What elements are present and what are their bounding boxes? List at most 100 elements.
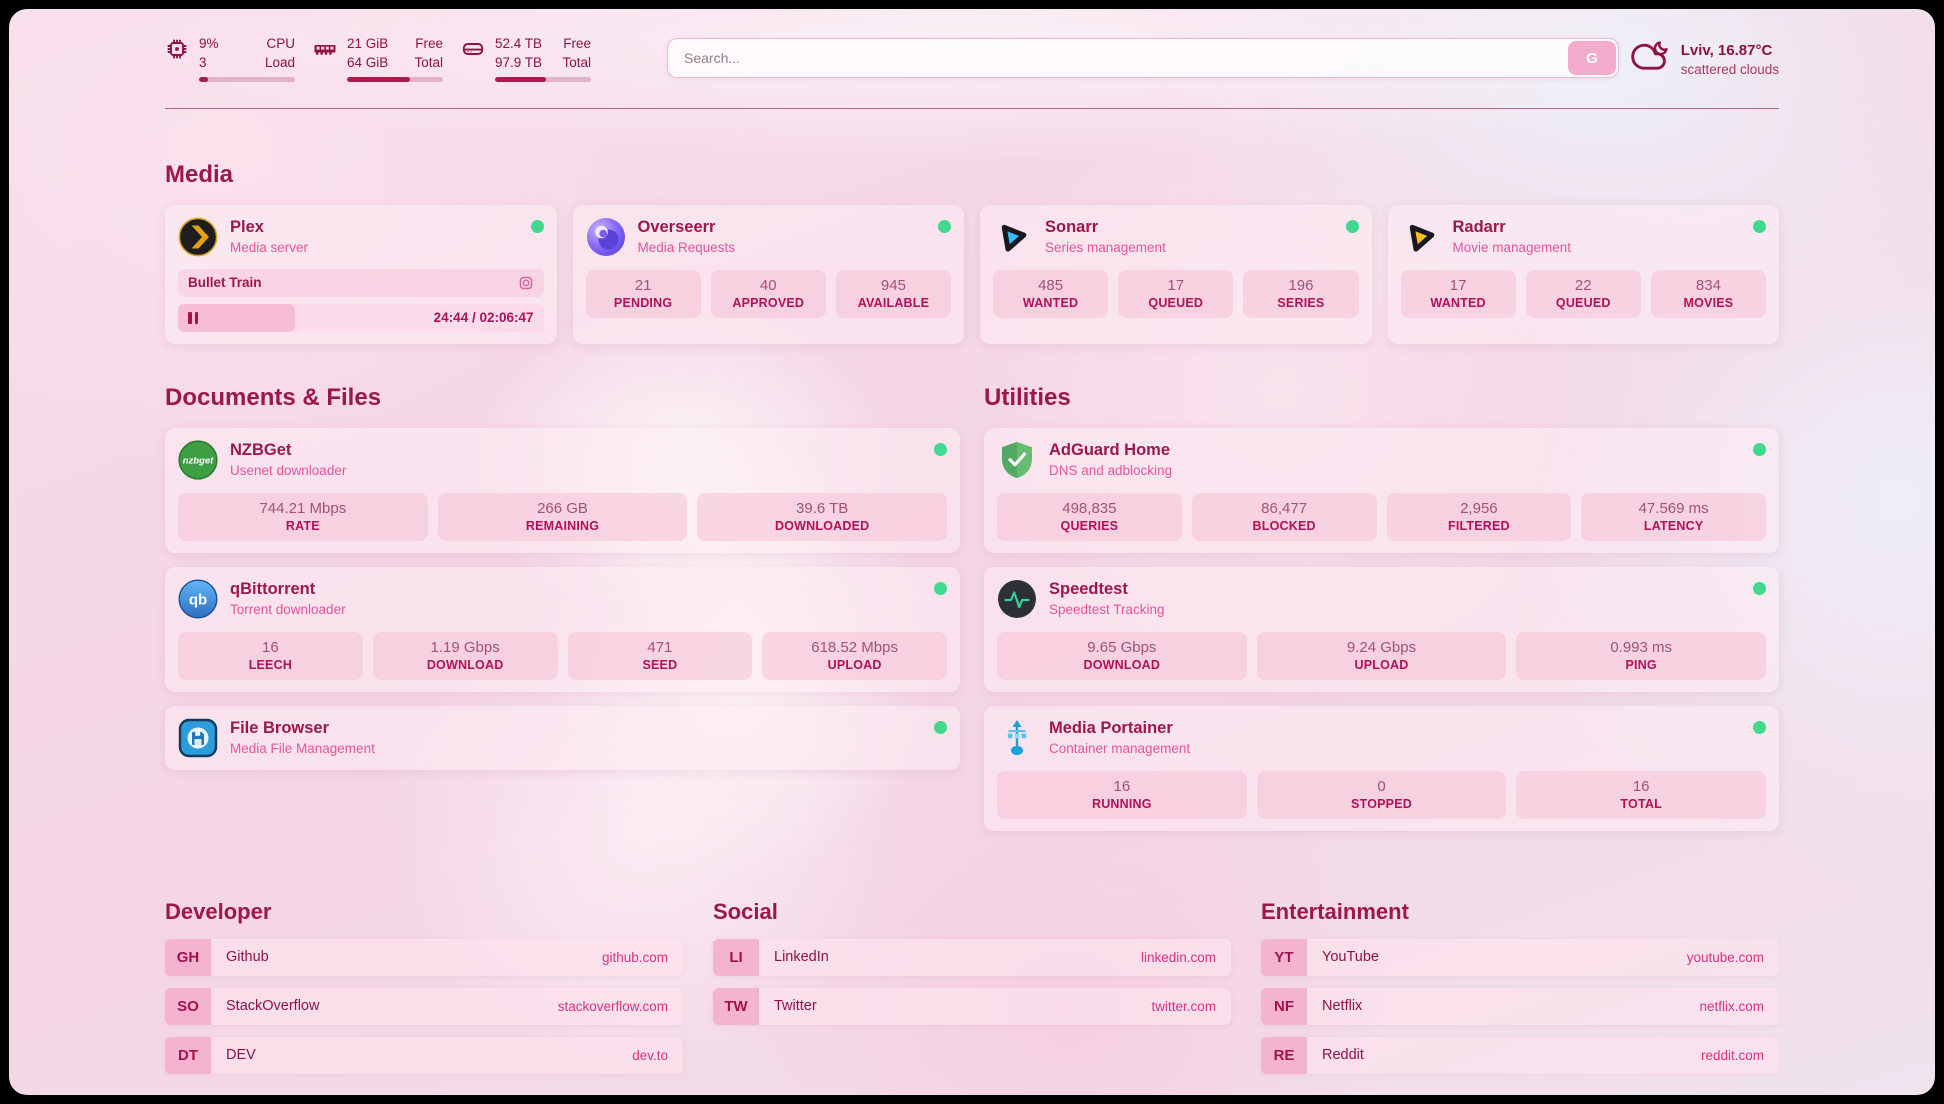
- status-dot: [1753, 219, 1766, 233]
- cpu-progress-fill: [199, 76, 208, 82]
- group-title-entertainment: Entertainment: [1261, 898, 1409, 924]
- cpu-chip-icon: [165, 37, 189, 82]
- service-name: Media Portainer: [1049, 719, 1173, 738]
- weather-condition: scattered clouds: [1680, 61, 1779, 77]
- service-subtitle: Movie management: [1452, 240, 1572, 256]
- stat-leech: 16 LEECH: [178, 631, 363, 680]
- service-card-file-browser[interactable]: File Browser Media File Management: [165, 705, 960, 770]
- bookmark-stackoverflow[interactable]: SO StackOverflow stackoverflow.com: [165, 987, 683, 1025]
- video-settings-icon: [518, 275, 534, 291]
- nzbget-icon: nzbget: [178, 440, 218, 480]
- bookmark-name: StackOverflow: [226, 998, 320, 1015]
- bookmark-url: dev.to: [632, 1047, 668, 1063]
- service-card-qbittorrent[interactable]: qb qBittorrent Torrent downloader 16 LEE…: [165, 566, 960, 692]
- group-title-social: Social: [713, 898, 778, 924]
- group-title-utilities: Utilities: [984, 383, 1071, 411]
- bookmark-name: Netflix: [1322, 998, 1363, 1015]
- group-title-media: Media: [165, 160, 234, 188]
- bookmark-group-entertainment: Entertainment YT YouTube youtube.com NF …: [1261, 845, 1779, 1086]
- service-card-media-portainer[interactable]: Media Portainer Container management 16 …: [984, 705, 1779, 831]
- service-name: Radarr: [1452, 218, 1506, 237]
- media-cards-row: Plex Media server Bullet Train 24:44 / 0…: [165, 204, 1779, 344]
- stat-pending: 21 PENDING: [585, 269, 701, 318]
- stat-upload: 9.24 Gbps UPLOAD: [1256, 631, 1507, 680]
- service-subtitle: Usenet downloader: [230, 463, 347, 479]
- service-subtitle: Torrent downloader: [230, 602, 346, 618]
- bookmark-url: youtube.com: [1686, 949, 1764, 965]
- memory-progress-fill: [347, 76, 411, 82]
- bookmark-reddit[interactable]: RE Reddit reddit.com: [1261, 1036, 1779, 1074]
- search-input[interactable]: [667, 38, 1619, 79]
- portainer-icon: [997, 718, 1037, 758]
- service-name: qBittorrent: [230, 580, 316, 599]
- search-provider-button[interactable]: G: [1568, 41, 1616, 76]
- service-card-radarr[interactable]: Radarr Movie management 17 WANTED 22 QUE…: [1387, 204, 1779, 344]
- now-playing-title: Bullet Train: [188, 275, 262, 291]
- stat-queued: 17 QUEUED: [1118, 269, 1234, 318]
- bookmark-dev[interactable]: DT DEV dev.to: [165, 1036, 683, 1074]
- header-divider: [165, 107, 1779, 109]
- memory-total-value: 64 GiB: [347, 54, 389, 70]
- stat-running: 16 RUNNING: [997, 770, 1247, 819]
- bookmark-youtube[interactable]: YT YouTube youtube.com: [1261, 938, 1779, 976]
- service-subtitle: Speedtest Tracking: [1049, 602, 1165, 618]
- top-bar: 9% 3 CPU Load: [165, 9, 1779, 82]
- status-dot: [934, 442, 947, 456]
- stat-rate: 744.21 Mbps RATE: [178, 492, 428, 541]
- speedtest-icon: [997, 579, 1037, 619]
- pause-icon[interactable]: [188, 311, 198, 324]
- memory-free-value: 21 GiB: [347, 36, 389, 51]
- status-dot: [934, 720, 947, 734]
- stat-queued: 22 QUEUED: [1525, 269, 1641, 318]
- bookmark-linkedin[interactable]: LI LinkedIn linkedin.com: [713, 938, 1231, 976]
- cpu-load-label: Load: [264, 54, 295, 70]
- bookmark-name: YouTube: [1322, 949, 1379, 966]
- weather-location-temp: Lviv, 16.87°C: [1680, 42, 1773, 60]
- service-card-sonarr[interactable]: Sonarr Series management 485 WANTED 17 Q…: [980, 204, 1372, 344]
- stat-download: 9.65 Gbps DOWNLOAD: [997, 631, 1247, 680]
- bookmark-url: reddit.com: [1700, 1047, 1764, 1063]
- playback-progress-bar: 24:44 / 02:06:47: [178, 303, 544, 332]
- stat-filtered: 2,956 FILTERED: [1386, 492, 1572, 541]
- service-card-speedtest[interactable]: Speedtest Speedtest Tracking 9.65 Gbps D…: [984, 566, 1779, 692]
- search-bar: G: [667, 38, 1619, 79]
- bookmark-name: Twitter: [774, 998, 817, 1015]
- bookmark-url: netflix.com: [1699, 998, 1764, 1014]
- service-card-overseerr[interactable]: Overseerr Media Requests 21 PENDING 40 A…: [572, 204, 964, 344]
- memory-total-label: Total: [414, 54, 443, 70]
- service-card-plex[interactable]: Plex Media server Bullet Train 24:44 / 0…: [165, 204, 557, 344]
- svg-text:qb: qb: [189, 591, 207, 608]
- bookmark-name: Reddit: [1322, 1047, 1364, 1064]
- disk-total-label: Total: [562, 54, 591, 70]
- stat-series: 196 SERIES: [1243, 269, 1359, 318]
- bookmark-netflix[interactable]: NF Netflix netflix.com: [1261, 987, 1779, 1025]
- bookmark-twitter[interactable]: TW Twitter twitter.com: [713, 987, 1231, 1025]
- radarr-icon: [1401, 217, 1441, 257]
- hard-drive-icon: [461, 37, 485, 82]
- stat-wanted: 485 WANTED: [993, 269, 1109, 318]
- service-card-adguard-home[interactable]: AdGuard Home DNS and adblocking 498,835 …: [984, 427, 1779, 553]
- bookmark-name: DEV: [226, 1047, 256, 1064]
- stat-available: 945 AVAILABLE: [835, 269, 952, 318]
- stat-wanted: 17 WANTED: [1400, 269, 1516, 318]
- bookmark-github[interactable]: GH Github github.com: [165, 938, 683, 976]
- disk-free-label: Free: [563, 36, 591, 51]
- bookmark-abbr: DT: [165, 1036, 211, 1074]
- stat-stopped: 0 STOPPED: [1256, 770, 1507, 819]
- service-card-nzbget[interactable]: nzbget NZBGet Usenet downloader 744.21 M…: [165, 427, 960, 553]
- now-playing-row: Bullet Train: [178, 268, 544, 297]
- stat-download: 1.19 Gbps DOWNLOAD: [372, 631, 558, 680]
- sonarr-icon: [993, 217, 1033, 257]
- status-dot: [1753, 581, 1766, 595]
- service-subtitle: Container management: [1049, 741, 1191, 757]
- cpu-progress-track: [199, 76, 295, 82]
- bookmark-abbr: RE: [1261, 1036, 1307, 1074]
- bookmark-abbr: SO: [165, 987, 211, 1025]
- service-name: AdGuard Home: [1049, 441, 1171, 460]
- group-title-documents-files: Documents & Files: [165, 383, 382, 411]
- bookmark-name: LinkedIn: [774, 949, 829, 966]
- cpu-usage-value: 9%: [199, 36, 219, 51]
- status-dot: [1345, 219, 1359, 233]
- middle-columns: Documents & Files nzbget NZBGet Usenet d…: [165, 344, 1779, 845]
- service-name: NZBGet: [230, 441, 292, 460]
